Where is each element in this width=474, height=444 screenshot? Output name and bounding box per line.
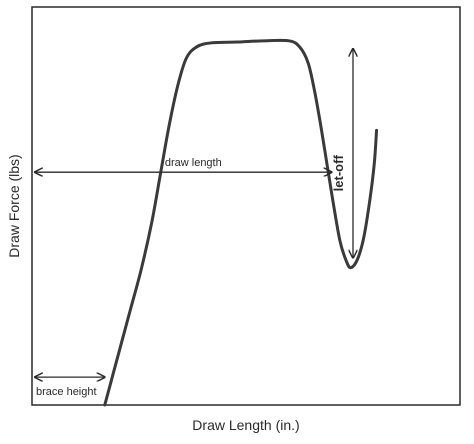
x-axis-title: Draw Length (in.)	[192, 417, 299, 433]
force-draw-curve	[103, 38, 379, 407]
annotations-group: draw length let-off brace height	[35, 49, 353, 398]
let-off-label: let-off	[331, 155, 346, 192]
y-axis-title: Draw Force (lbs)	[6, 154, 22, 257]
draw-length-label: draw length	[165, 157, 222, 169]
plot-frame	[31, 6, 461, 406]
brace-height-label: brace height	[36, 386, 97, 398]
